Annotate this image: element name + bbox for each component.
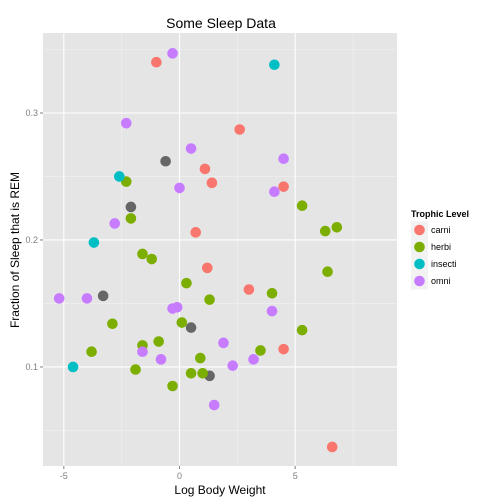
data-point-omni — [167, 303, 178, 314]
data-point-omni — [278, 153, 289, 165]
data-point-herbi — [322, 266, 333, 278]
data-point-carni — [199, 163, 211, 175]
data-point-herbi — [167, 380, 178, 392]
data-point-carni — [206, 177, 218, 189]
data-point-carni — [190, 227, 202, 238]
data-point-herbi — [197, 368, 208, 379]
data-point-omni — [227, 360, 239, 371]
data-point-herbi — [185, 368, 197, 379]
data-point-herbi — [176, 317, 188, 328]
data-point-omni — [53, 293, 65, 304]
data-point-omni — [174, 182, 185, 194]
data-point-omni — [269, 186, 280, 198]
x-tick-label: 5 — [293, 471, 298, 481]
data-point-herbi — [181, 277, 192, 289]
legend-key-omni — [414, 275, 425, 287]
data-point-herbi — [137, 248, 148, 260]
legend-label-herbi: herbi — [431, 242, 451, 252]
x-tick-label: -5 — [60, 471, 68, 481]
data-point-herbi — [255, 345, 266, 356]
data-point-na — [185, 322, 197, 333]
legend-key-carni — [414, 224, 425, 236]
data-point-na — [125, 201, 137, 213]
x-tick-label: 0 — [177, 471, 182, 481]
data-point-insecti — [67, 361, 79, 373]
data-point-herbi — [125, 213, 137, 224]
data-point-herbi — [296, 200, 308, 211]
y-tick-label: 0.1 — [25, 362, 38, 372]
data-point-herbi — [266, 288, 278, 299]
data-point-carni — [201, 262, 213, 274]
data-point-omni — [266, 305, 278, 317]
data-point-carni — [234, 124, 245, 135]
data-point-herbi — [153, 336, 164, 347]
plot-panel — [43, 33, 397, 466]
y-axis-ticks: 0.1 0.2 0.3 — [25, 108, 43, 372]
data-point-herbi — [331, 221, 343, 233]
legend-label-omni: omni — [431, 276, 451, 286]
data-point-na — [97, 290, 109, 302]
grid-lines — [43, 33, 397, 466]
data-point-omni — [120, 117, 132, 129]
data-point-omni — [81, 293, 93, 304]
data-point-herbi — [86, 346, 97, 358]
y-tick-label: 0.2 — [25, 235, 38, 245]
data-point-insecti — [88, 237, 100, 248]
data-point-herbi — [130, 364, 141, 375]
data-point-insecti — [114, 171, 125, 182]
data-point-omni — [167, 48, 178, 59]
data-point-insecti — [269, 59, 280, 71]
data-point-omni — [248, 354, 259, 365]
legend-key-herbi — [414, 241, 425, 253]
data-point-herbi — [204, 294, 215, 305]
legend-key-insecti — [414, 258, 425, 270]
data-point-na — [160, 155, 171, 167]
data-point-omni — [208, 399, 220, 411]
y-tick-label: 0.3 — [25, 108, 38, 118]
chart-title: Some Sleep Data — [166, 15, 276, 31]
x-axis-ticks: -5 0 5 — [60, 466, 298, 481]
legend-label-insecti: insecti — [431, 259, 457, 269]
legend: Trophic Level carni herbi insecti omni — [411, 209, 469, 290]
data-point-carni — [278, 181, 289, 192]
data-point-herbi — [146, 253, 158, 265]
data-point-omni — [137, 346, 148, 358]
x-axis-title: Log Body Weight — [174, 483, 266, 497]
legend-label-carni: carni — [431, 225, 451, 235]
data-points — [53, 48, 343, 453]
data-point-carni — [326, 441, 338, 453]
data-point-herbi — [107, 318, 118, 330]
data-point-omni — [155, 354, 167, 365]
data-point-herbi — [296, 324, 308, 336]
data-point-carni — [151, 56, 162, 68]
data-point-herbi — [195, 352, 206, 364]
legend-title: Trophic Level — [411, 209, 469, 219]
data-point-omni — [218, 337, 229, 349]
data-point-carni — [278, 343, 289, 355]
data-point-omni — [185, 143, 197, 154]
data-point-omni — [109, 218, 121, 229]
data-point-herbi — [319, 225, 331, 237]
y-axis-title: Fraction of Sleep that is REM — [8, 172, 22, 328]
data-point-carni — [243, 284, 255, 295]
